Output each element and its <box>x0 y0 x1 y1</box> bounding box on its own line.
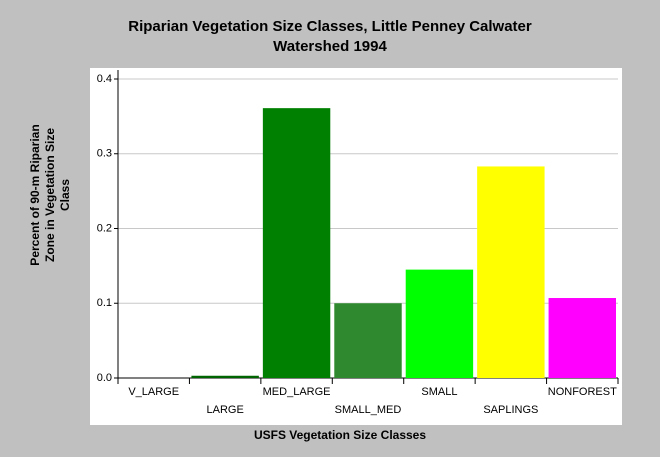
x-tick-label: SAPLINGS <box>483 404 538 416</box>
y-tick-label: 0.2 <box>97 222 112 234</box>
bar <box>477 166 545 378</box>
y-tick-label: 0.0 <box>97 372 112 384</box>
x-tick-label: SMALL_MED <box>335 404 402 416</box>
bar <box>334 303 402 378</box>
y-tick-label: 0.4 <box>97 73 112 85</box>
y-axis-label: Zone in Vegetation Size <box>43 128 57 262</box>
x-axis-label: USFS Vegetation Size Classes <box>254 428 426 442</box>
y-tick-label: 0.3 <box>97 148 112 160</box>
bar <box>191 375 259 378</box>
bar <box>262 108 331 378</box>
x-tick-label: SMALL <box>421 386 457 398</box>
x-tick-label: MED_LARGE <box>263 386 331 398</box>
y-axis-label: Class <box>58 179 72 211</box>
bar <box>405 269 474 378</box>
bar <box>548 298 616 378</box>
y-axis-label: Percent of 90-m Riparian <box>28 124 42 265</box>
chart-title: Riparian Vegetation Size Classes, Little… <box>128 18 532 35</box>
x-tick-label: V_LARGE <box>128 386 179 398</box>
x-tick-label: LARGE <box>206 404 243 416</box>
x-tick-label: NONFOREST <box>548 386 617 398</box>
chart-title: Watershed 1994 <box>273 38 387 55</box>
y-tick-label: 0.1 <box>97 297 112 309</box>
